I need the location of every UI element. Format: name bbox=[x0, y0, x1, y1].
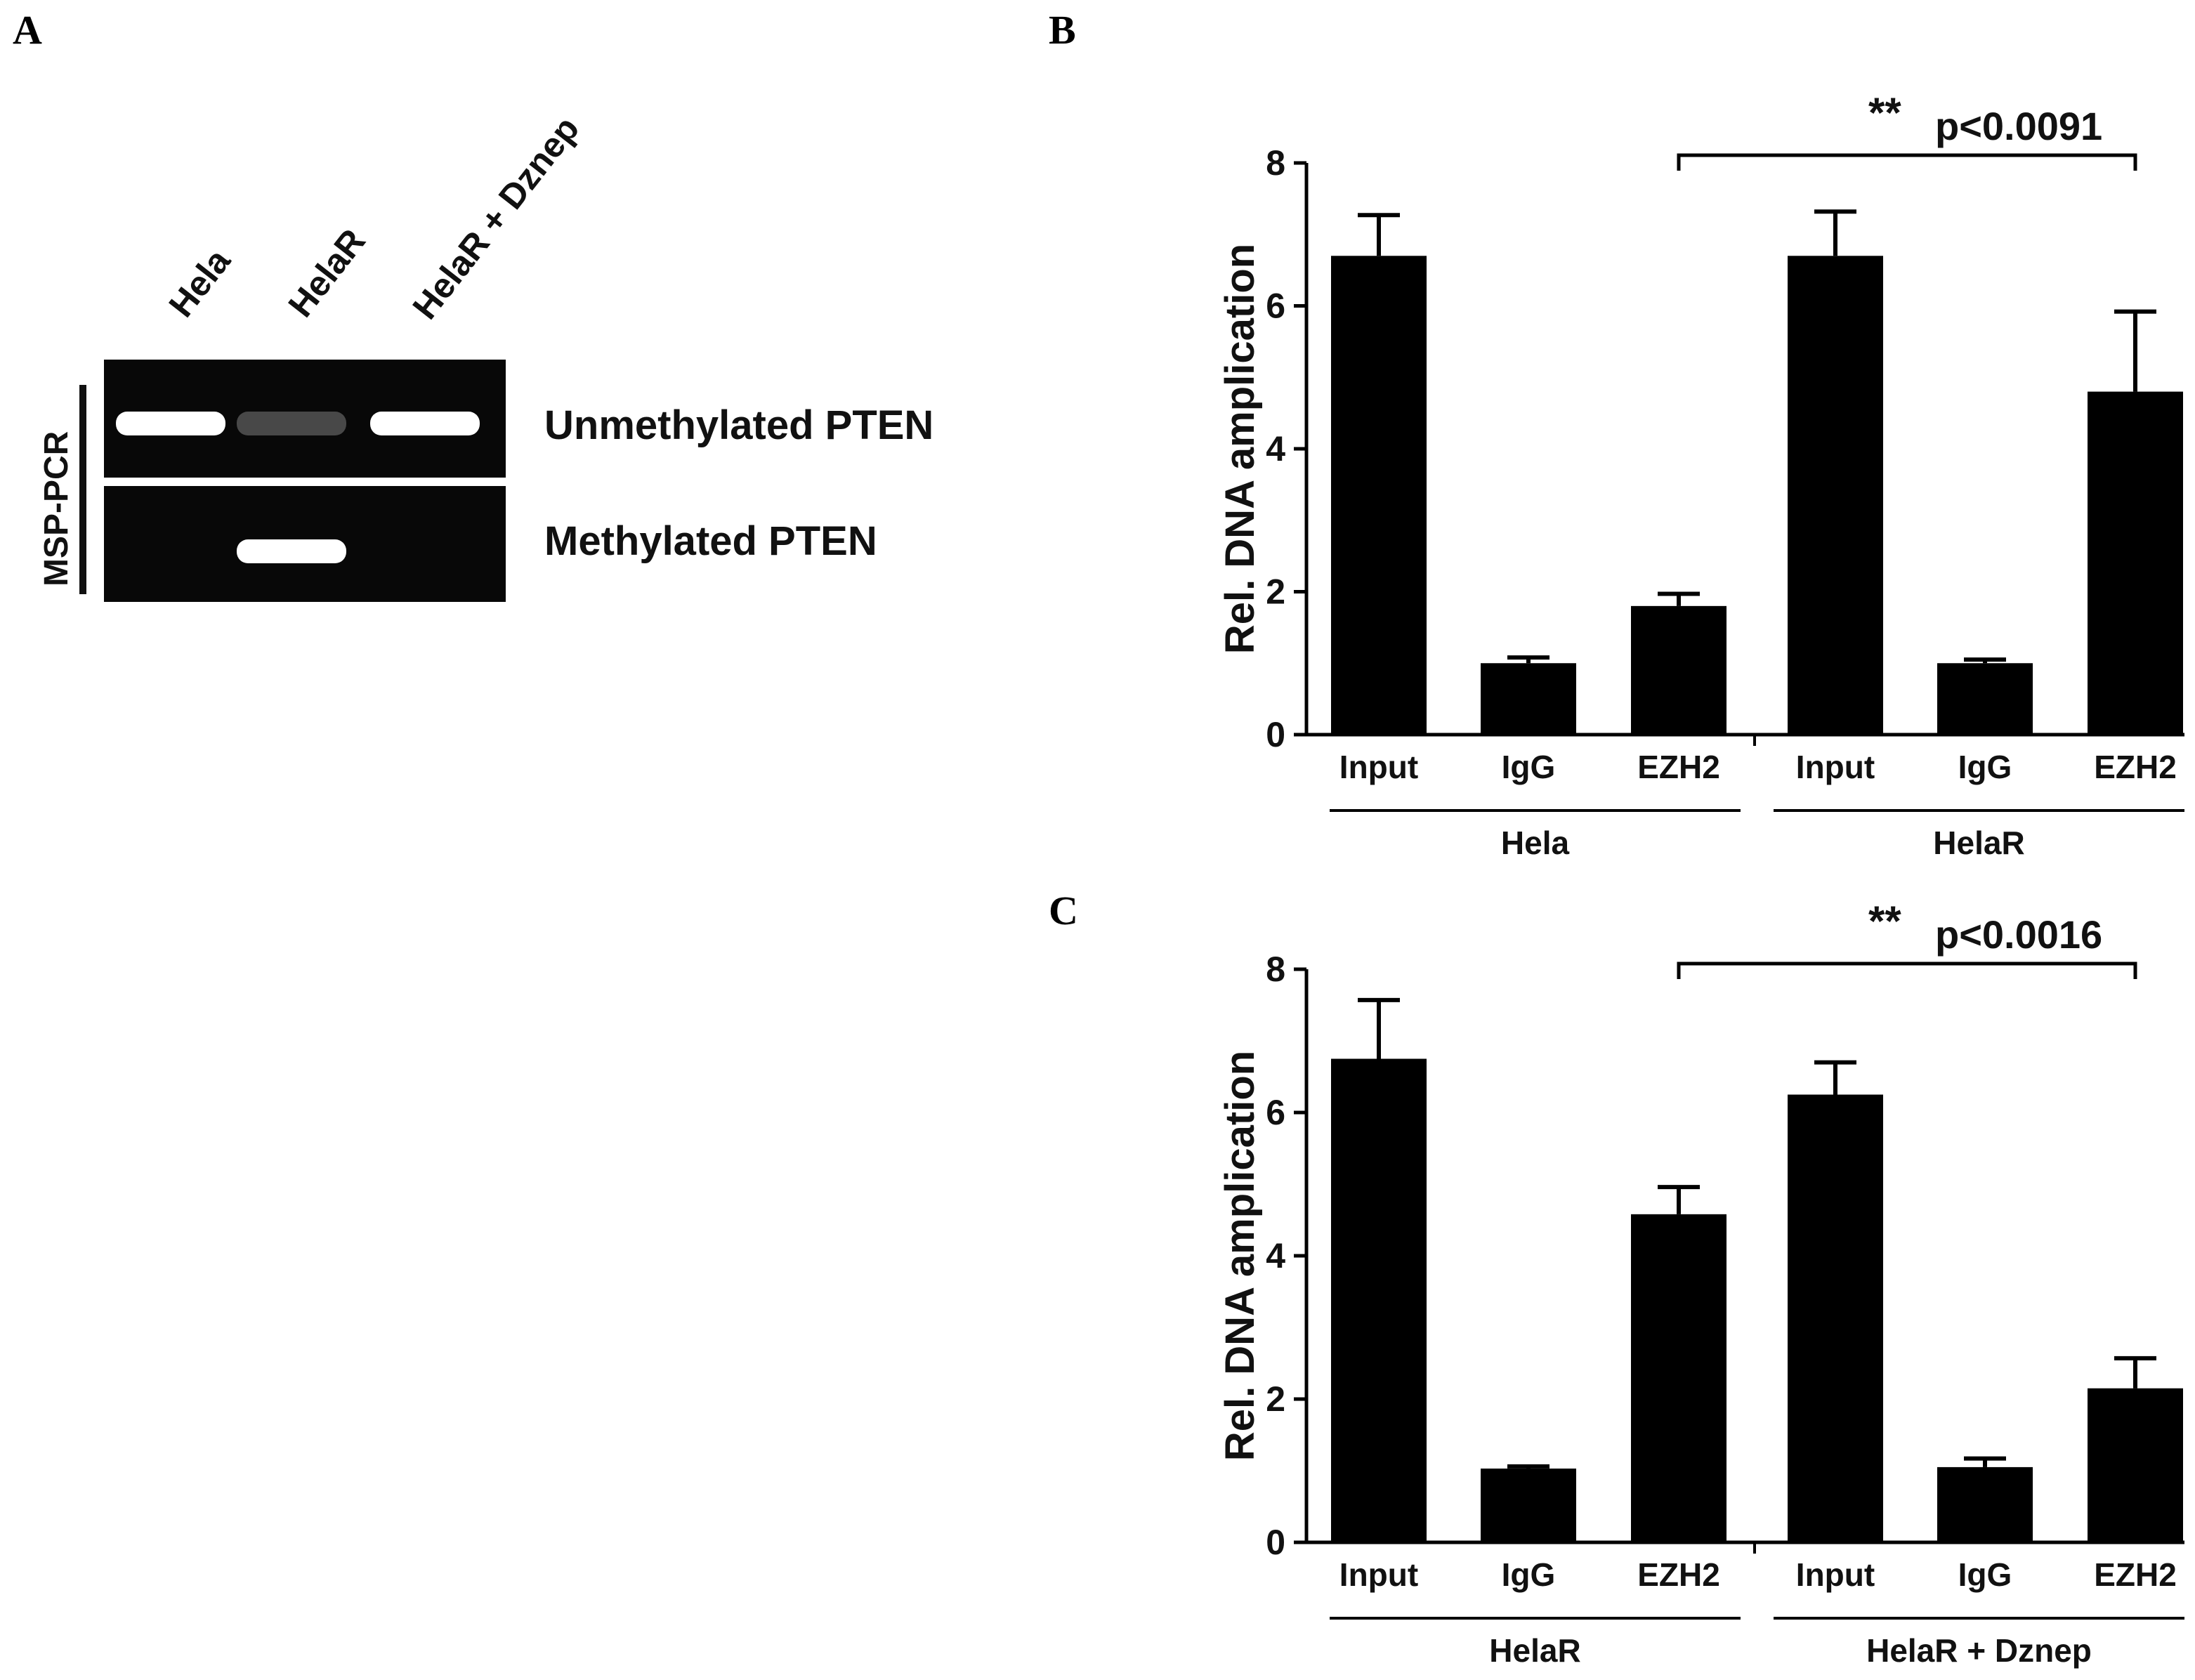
bar bbox=[1631, 605, 1726, 735]
group-label: HelaR bbox=[1489, 1632, 1580, 1669]
y-tick-label: 0 bbox=[1266, 1523, 1285, 1562]
y-axis-label: Rel. DNA amplication bbox=[1217, 1051, 1263, 1461]
bands-unmethylated bbox=[116, 412, 480, 435]
bar bbox=[1788, 256, 1883, 735]
bar bbox=[2088, 391, 2183, 735]
category-label: IgG bbox=[1958, 749, 2012, 785]
significance-pvalue: p<0.0091 bbox=[1935, 104, 2102, 148]
panel-c-letter: C bbox=[1049, 888, 1078, 933]
y-tick-label: 6 bbox=[1266, 1093, 1285, 1132]
category-label: Input bbox=[1796, 1556, 1875, 1593]
bar bbox=[1788, 1094, 1883, 1542]
row-label-methylated: Methylated PTEN bbox=[544, 518, 877, 564]
y-tick-label: 8 bbox=[1266, 950, 1285, 989]
category-label: IgG bbox=[1502, 749, 1556, 785]
group-label: Hela bbox=[1501, 825, 1570, 861]
significance-stars: ** bbox=[1868, 89, 1901, 136]
category-label: EZH2 bbox=[2094, 749, 2177, 785]
significance-pvalue: p<0.0016 bbox=[1935, 912, 2102, 957]
y-tick-label: 6 bbox=[1266, 287, 1285, 326]
bar bbox=[1937, 1466, 2033, 1542]
chart-c: 0 2 4 6 8 Rel. DNA amplication Input IgG EZH2 Inp… bbox=[1217, 898, 2184, 1669]
panel-a: A Hela HelaR HelaR + Dznep MSP-PCR Unmet… bbox=[13, 7, 933, 602]
category-label: IgG bbox=[1502, 1556, 1556, 1593]
chart-b: 0 2 4 6 8 Rel. DNA amplication Input IgG EZH2 Inp… bbox=[1217, 89, 2184, 861]
group-label: HelaR + Dznep bbox=[1866, 1632, 2092, 1669]
y-tick-label: 4 bbox=[1266, 1236, 1285, 1275]
panel-a-letter: A bbox=[13, 7, 42, 53]
bar bbox=[1631, 1214, 1726, 1542]
category-label: EZH2 bbox=[1637, 1556, 1720, 1593]
y-tick-label: 0 bbox=[1266, 715, 1285, 754]
category-label: Input bbox=[1339, 1556, 1418, 1593]
bar bbox=[1481, 1468, 1576, 1542]
lane-label-helar: HelaR bbox=[281, 222, 373, 324]
significance-bracket bbox=[1677, 153, 2137, 171]
gel-band-core bbox=[381, 418, 469, 429]
category-label: IgG bbox=[1958, 1556, 2012, 1593]
msp-pcr-label: MSP-PCR bbox=[38, 431, 75, 586]
significance-bracket bbox=[1677, 962, 2137, 979]
bar bbox=[1481, 663, 1576, 735]
group-label: HelaR bbox=[1933, 825, 2024, 861]
gel-band bbox=[237, 412, 346, 435]
bar bbox=[1331, 256, 1427, 735]
y-tick-label: 2 bbox=[1266, 572, 1285, 612]
y-tick-label: 4 bbox=[1266, 429, 1285, 468]
bands-methylated bbox=[237, 539, 346, 563]
category-label: EZH2 bbox=[1637, 749, 1720, 785]
lane-label-hela: Hela bbox=[162, 241, 239, 324]
gel-band-core bbox=[248, 546, 335, 557]
category-label: Input bbox=[1796, 749, 1875, 785]
msp-pcr-bracket bbox=[79, 385, 86, 594]
bar bbox=[1331, 1058, 1427, 1542]
significance-stars: ** bbox=[1868, 898, 1901, 945]
row-label-unmethylated: Unmethylated PTEN bbox=[544, 402, 933, 448]
category-label: Input bbox=[1339, 749, 1418, 785]
panel-b-letter: B bbox=[1049, 7, 1076, 53]
y-tick-label: 2 bbox=[1266, 1379, 1285, 1419]
y-tick-label: 8 bbox=[1266, 143, 1285, 183]
category-label: EZH2 bbox=[2094, 1556, 2177, 1593]
bar bbox=[1937, 663, 2033, 735]
y-axis-label: Rel. DNA amplication bbox=[1217, 244, 1263, 654]
lane-label-helar-dznep: HelaR + Dznep bbox=[405, 110, 587, 327]
bar bbox=[2088, 1388, 2183, 1542]
gel-band-core bbox=[127, 418, 214, 429]
